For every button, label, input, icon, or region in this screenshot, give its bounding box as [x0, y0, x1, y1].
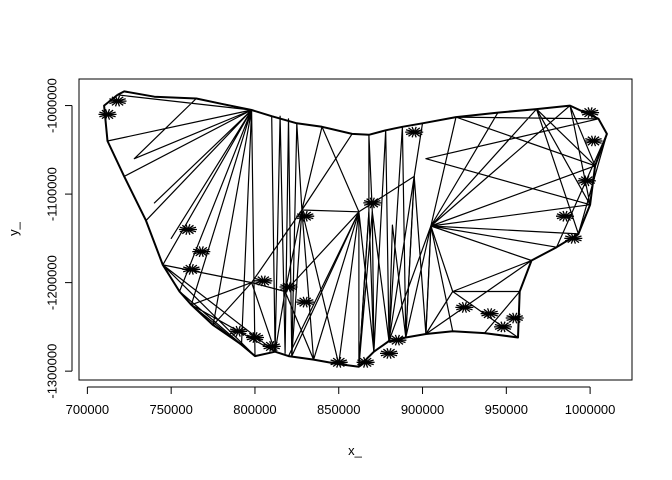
dense-cluster-17 [480, 308, 499, 320]
cluster-line [183, 266, 200, 273]
cluster-line [363, 199, 381, 206]
x-tick-label: 750000 [149, 402, 192, 417]
dense-cluster-26 [98, 108, 117, 120]
cluster-line [280, 284, 297, 291]
x-tick-label: 950000 [485, 402, 528, 417]
dense-cluster-12 [363, 197, 382, 209]
x-axis: 700000 750000 800000 850000 900000 950000 1000… [66, 386, 616, 417]
y-tick-label: -1100000 [44, 167, 59, 221]
dense-cluster-14 [380, 347, 398, 359]
cluster-line [578, 177, 596, 184]
cluster-line [556, 213, 574, 220]
y-axis: -1000000 -1100000 -1200000 -1300000 [44, 78, 73, 399]
dense-cluster-2 [182, 263, 201, 275]
x-tick-label: 1000000 [565, 402, 616, 417]
cluster-line [246, 334, 264, 341]
dense-cluster-5 [296, 296, 315, 308]
dense-cluster-6 [229, 325, 248, 337]
dense-cluster-18 [505, 312, 524, 324]
dense-cluster-13 [388, 334, 407, 346]
dense-cluster-1 [192, 246, 211, 258]
x-tick-label: 900000 [401, 402, 444, 417]
x-tick-label: 850000 [317, 402, 360, 417]
cluster-line [179, 226, 197, 233]
dense-cluster-0 [178, 223, 197, 236]
dense-cluster-11 [356, 356, 375, 368]
cluster-line [229, 328, 247, 335]
x-tick-label: 700000 [66, 402, 109, 417]
dense-cluster-3 [254, 275, 273, 287]
cluster-line [405, 129, 423, 136]
mesh-lines [98, 90, 608, 368]
dense-cluster-7 [246, 331, 264, 344]
x-axis-title: x_ [348, 443, 363, 458]
dense-cluster-4 [279, 281, 298, 293]
cluster-line [565, 235, 582, 242]
cluster-line [506, 315, 523, 322]
x-tick-label: 800000 [233, 402, 276, 417]
y-tick-label: -1000000 [44, 78, 59, 133]
cluster-line [330, 359, 348, 366]
mesh-series-1 [106, 94, 256, 357]
cluster-line [389, 337, 406, 344]
dense-cluster-20 [556, 210, 574, 222]
y-axis-title: y_ [6, 221, 21, 236]
cluster-line [109, 98, 126, 105]
y-tick-label: -1200000 [44, 255, 59, 310]
dense-cluster-25 [108, 95, 127, 107]
cluster-line [581, 109, 599, 116]
cluster-line [585, 137, 602, 144]
cluster-line [456, 304, 473, 311]
dense-cluster-10 [329, 356, 348, 368]
cluster-line [255, 277, 272, 284]
cluster-line [494, 323, 512, 330]
dense-cluster-15 [405, 126, 424, 138]
cluster-line [296, 213, 314, 220]
dense-cluster-22 [577, 175, 596, 187]
plot-frame [78, 78, 633, 381]
dense-cluster-9 [296, 210, 315, 222]
dense-cluster-24 [581, 107, 600, 119]
dense-cluster-16 [455, 301, 474, 313]
mesh-series-4 [162, 175, 454, 368]
mesh-series-3 [422, 104, 608, 339]
cluster-line [263, 343, 280, 350]
cluster-line [357, 359, 374, 366]
y-tick-label: -1300000 [44, 344, 59, 399]
dense-cluster-19 [494, 321, 512, 333]
cluster-line [99, 111, 116, 118]
dense-cluster-8 [262, 340, 281, 352]
cluster-line [481, 310, 498, 317]
cluster-line [193, 248, 210, 255]
dense-cluster-21 [564, 232, 583, 244]
dense-cluster-23 [584, 135, 603, 147]
cluster-line [296, 299, 314, 306]
cluster-line [380, 350, 398, 357]
